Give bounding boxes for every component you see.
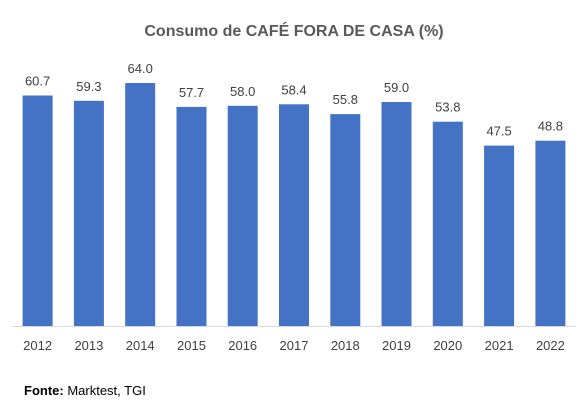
bar-2012 [22, 95, 53, 326]
bar-2015 [176, 106, 207, 327]
x-tick-label-2019: 2019 [382, 338, 411, 353]
source-label: Fonte: [24, 383, 64, 398]
bar-2018 [330, 114, 361, 326]
value-label-2012: 60.7 [25, 74, 50, 89]
bar-2019 [381, 102, 412, 326]
x-tick-label-2020: 2020 [433, 338, 462, 353]
source-note: Fonte: Marktest, TGI [24, 383, 146, 398]
x-tick-label-2014: 2014 [126, 338, 155, 353]
bar-2016 [227, 105, 258, 326]
x-tick-label-2022: 2022 [536, 338, 565, 353]
value-label-2016: 58.0 [230, 84, 255, 99]
bar-2020 [432, 121, 463, 326]
x-tick-label-2016: 2016 [228, 338, 257, 353]
source-text: Marktest, TGI [63, 383, 146, 398]
bar-2017 [279, 104, 309, 326]
value-label-2013: 59.3 [76, 79, 101, 94]
x-tick-label-2013: 2013 [74, 338, 103, 353]
x-tick-label-2017: 2017 [280, 338, 309, 353]
value-labels-group: 60.7 59.3 64.0 57.7 58.0 58.4 55.8 59.0 53.8 47.5… [25, 61, 563, 139]
x-tick-label-2012: 2012 [23, 338, 52, 353]
value-label-2020: 53.8 [435, 100, 460, 115]
value-label-2019: 59.0 [384, 80, 409, 95]
x-tick-labels-group: 2012 2013 2014 2015 2016 2017 2018 2019 2020 2021… [23, 338, 565, 353]
x-tick-label-2018: 2018 [331, 338, 360, 353]
bar-2013 [73, 100, 104, 326]
value-label-2018: 55.8 [333, 92, 358, 107]
value-label-2021: 47.5 [486, 124, 511, 139]
bars-group [22, 83, 566, 327]
value-label-2022: 48.8 [538, 119, 563, 134]
x-tick-label-2021: 2021 [485, 338, 514, 353]
chart-title: Consumo de CAFÉ FORA DE CASA (%) [144, 21, 443, 40]
x-tick-label-2015: 2015 [177, 338, 206, 353]
value-label-2014: 64.0 [128, 61, 153, 76]
bar-2021 [484, 145, 515, 326]
value-label-2017: 58.4 [281, 82, 306, 97]
bar-2022 [535, 140, 566, 326]
value-label-2015: 57.7 [179, 85, 204, 100]
bar-2014 [125, 83, 156, 326]
